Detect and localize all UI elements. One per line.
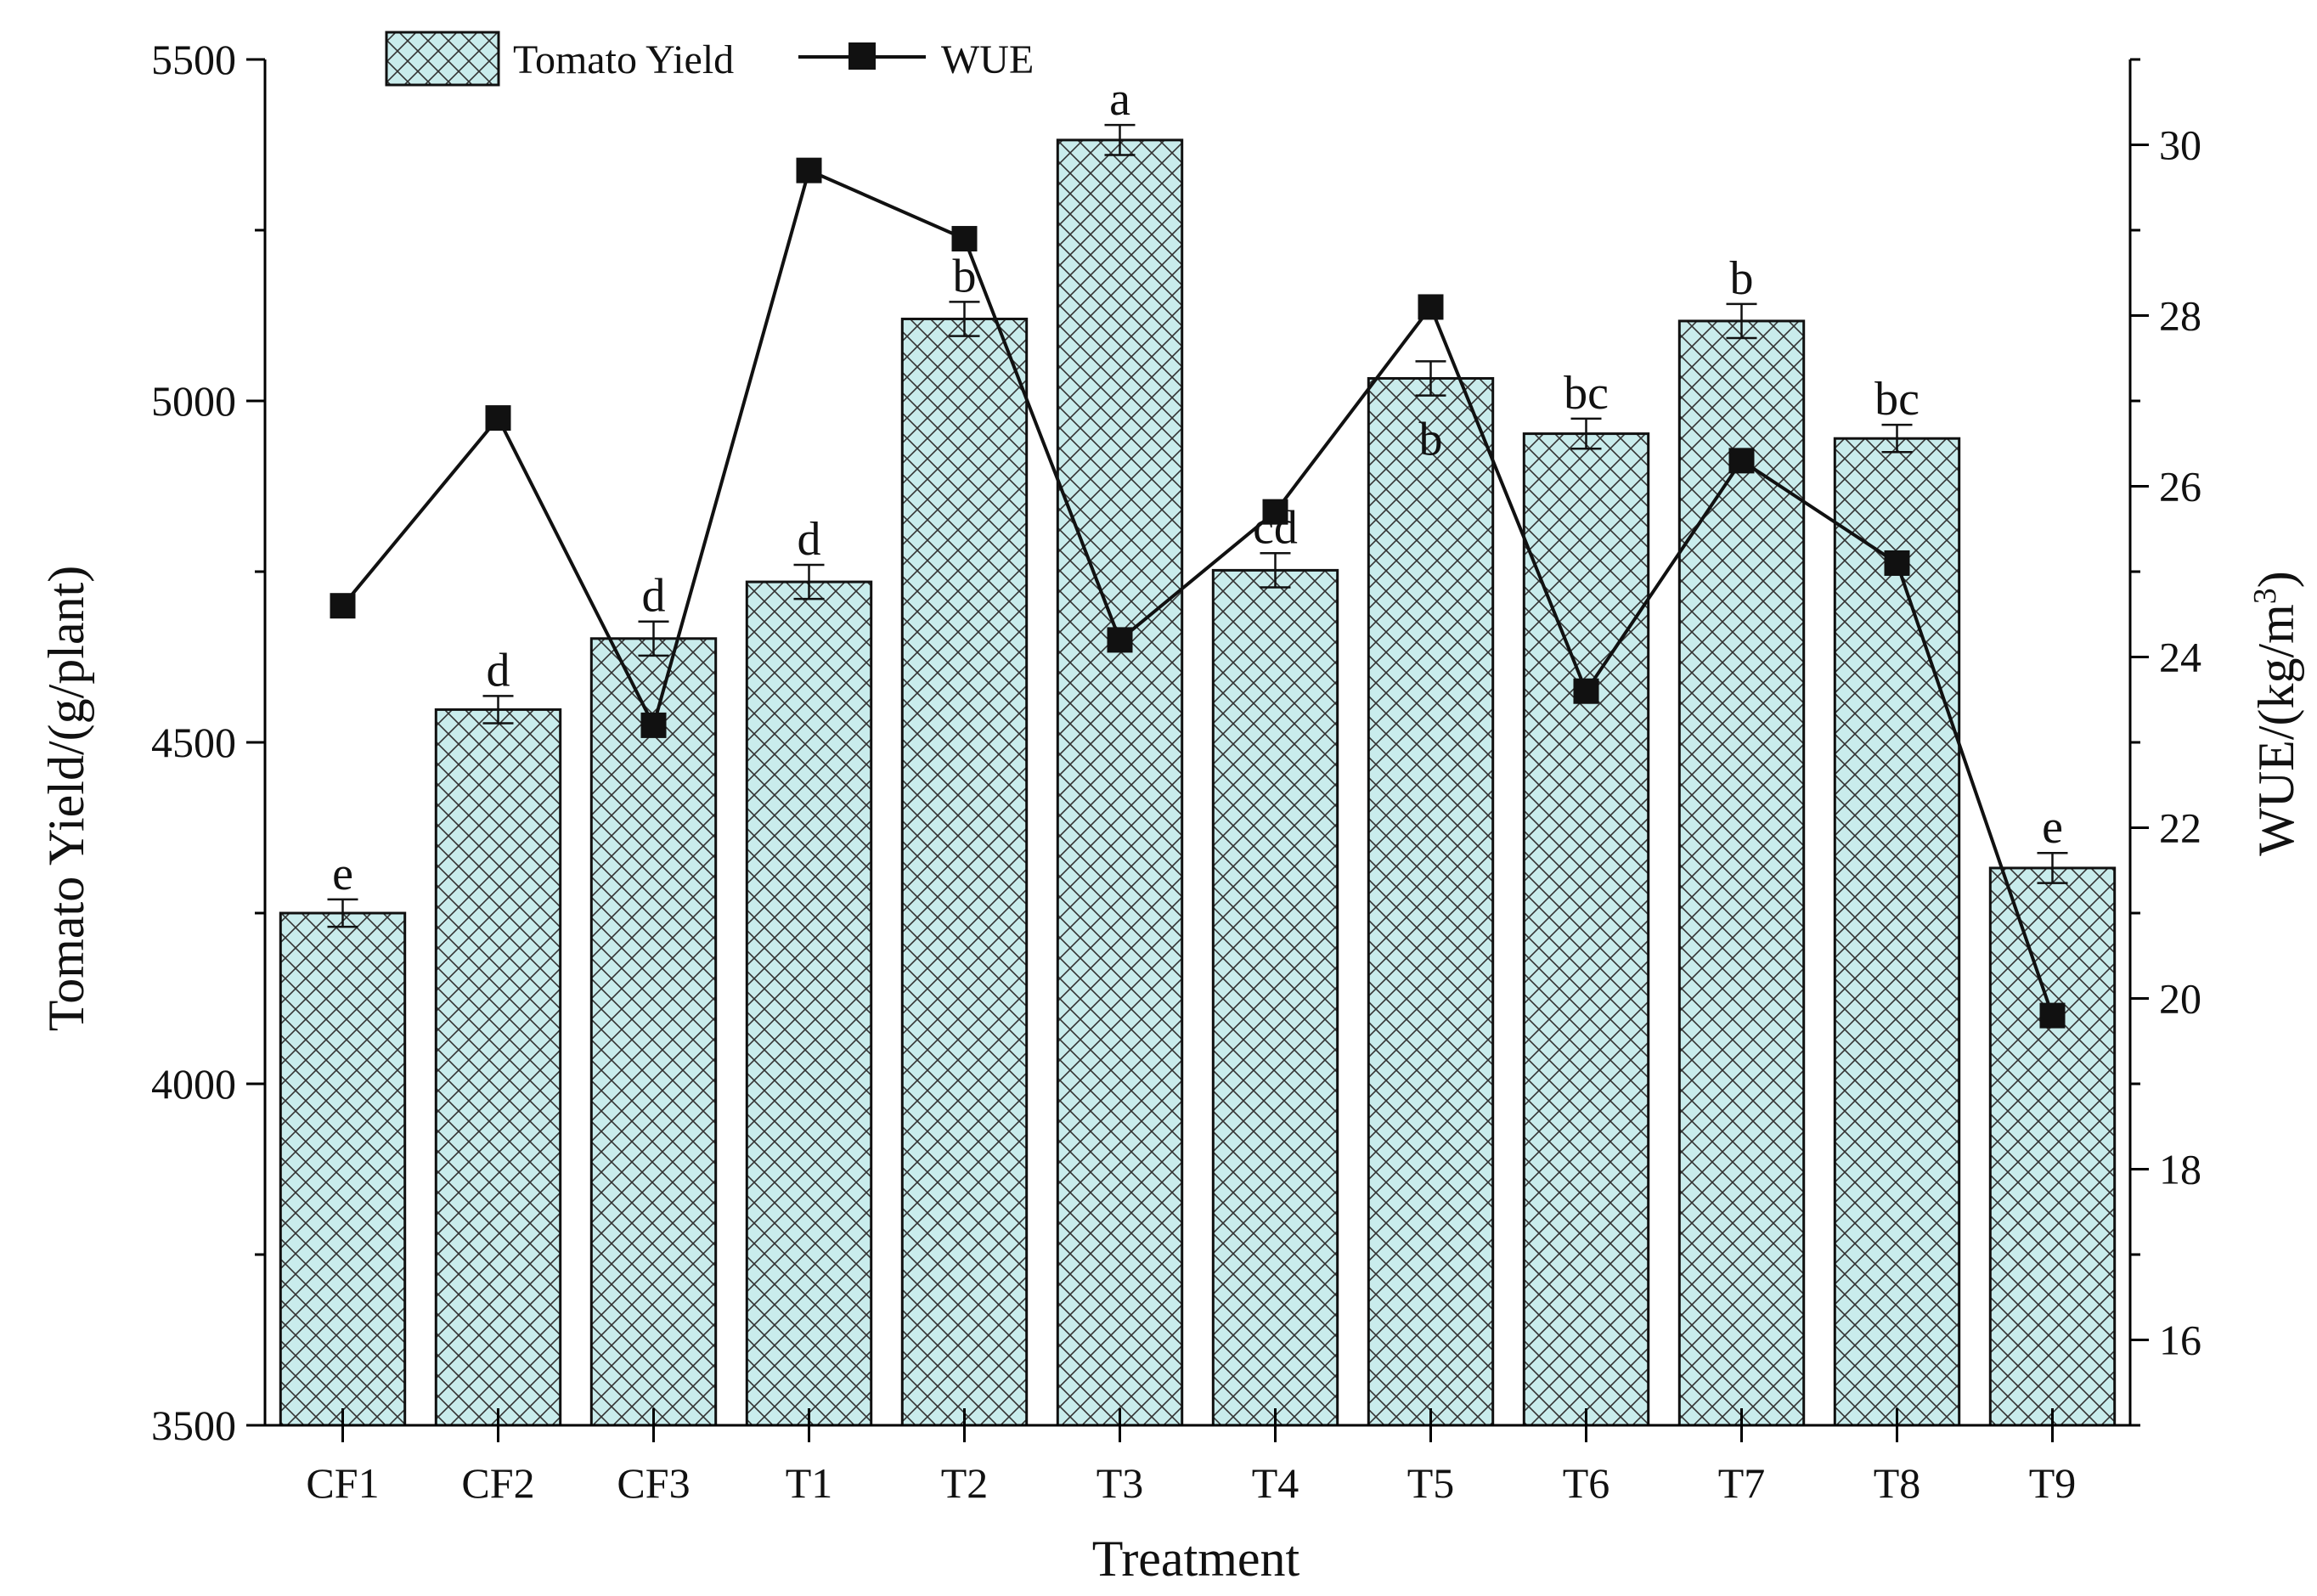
legend-swatch-tomato-yield [385,31,500,87]
wue-marker-T4 [1262,499,1288,525]
significance-label-CF2: d [487,644,510,696]
wue-marker-T2 [951,226,978,252]
x-tick-label-CF3: CF3 [617,1459,690,1507]
legend: Tomato Yield WUE [385,31,1034,87]
significance-label-CF3: d [642,570,666,623]
bar-CF1 [279,911,407,1427]
bar-T1 [745,580,873,1427]
wue-marker-T6 [1573,678,1599,704]
wue-marker-T7 [1728,448,1755,474]
x-axis-title: Treatment [1092,1531,1300,1587]
wue-marker-T9 [2039,1002,2066,1029]
x-tick-label-T1: T1 [786,1459,833,1507]
bar-T2 [900,318,1029,1427]
x-tick-label-CF2: CF2 [461,1459,534,1507]
bar-CF2 [434,708,562,1427]
wue-marker-T5 [1418,294,1444,320]
significance-label-T2: b [953,250,977,302]
significance-label-T9: e [2042,801,2063,854]
error-bars-layer [327,123,2068,928]
significance-label-T4: cd [1253,501,1298,554]
significance-label-CF1: e [332,848,353,900]
y2-tick-label-16: 16 [2159,1317,2201,1364]
y2-tick-label-28: 28 [2159,292,2201,340]
wue-marker-CF2 [485,405,511,431]
y2-tick-label-20: 20 [2159,975,2201,1023]
x-tick-label-T4: T4 [1252,1459,1299,1507]
wue-line-layer [330,157,2066,1029]
significance-label-T1: d [798,513,821,566]
bar-T4 [1211,568,1339,1427]
wue-marker-T3 [1107,627,1133,653]
bar-T9 [1988,866,2117,1427]
bar-T8 [1833,437,1961,1427]
legend-label-tomato-yield: Tomato Yield [513,37,734,82]
y-axis-title: Tomato Yield/(g/plant) [38,566,94,1031]
x-tick-label-T2: T2 [941,1459,989,1507]
y-tick-label-5500: 5500 [151,36,236,83]
y2-tick-label-18: 18 [2159,1146,2201,1193]
wue-marker-T1 [796,157,822,183]
bars-layer [279,138,2117,1427]
x-tick-label-T5: T5 [1407,1459,1455,1507]
y2-axis-title: WUE/(kg/m3) [2247,571,2304,856]
significance-label-T8: bc [1874,373,1920,426]
significance-label-T6: bc [1564,367,1609,420]
axes-layer: 3500 4000 4500 5000 5500 16 18 20 22 24 26 28 30 CF1 C… [151,36,2201,1507]
wue-line [341,167,2055,1017]
x-tick-label-T3: T3 [1096,1459,1144,1507]
y-tick-label-4000: 4000 [151,1060,236,1108]
y2-tick-label-30: 30 [2159,121,2201,169]
bar-T3 [1056,138,1184,1427]
x-tick-label-CF1: CF1 [306,1459,379,1507]
y2-tick-label-22: 22 [2159,804,2201,852]
legend-label-wue: WUE [941,37,1034,82]
legend-marker-wue [848,42,876,70]
x-tick-label-T9: T9 [2029,1459,2077,1507]
bar-T6 [1522,432,1650,1427]
wue-marker-CF1 [330,593,356,619]
x-tick-label-T6: T6 [1563,1459,1610,1507]
y2-tick-label-26: 26 [2159,463,2201,510]
y-tick-label-3500: 3500 [151,1401,236,1449]
wue-marker-T8 [1884,550,1910,576]
x-tick-label-T8: T8 [1874,1459,1921,1507]
bar-T7 [1677,319,1806,1427]
significance-label-T7: b [1730,252,1754,305]
y-tick-label-5000: 5000 [151,377,236,425]
wue-marker-CF3 [640,712,667,738]
bar-T5 [1367,376,1495,1427]
significance-labels-layer: e d d d b a cd b bc b bc e [332,73,2063,900]
y-tick-label-4500: 4500 [151,719,236,766]
x-tick-label-T7: T7 [1718,1459,1766,1507]
bar-CF3 [589,637,718,1427]
y2-tick-label-24: 24 [2159,634,2201,681]
significance-label-T5: b [1419,413,1443,465]
significance-label-T3: a [1109,73,1130,126]
